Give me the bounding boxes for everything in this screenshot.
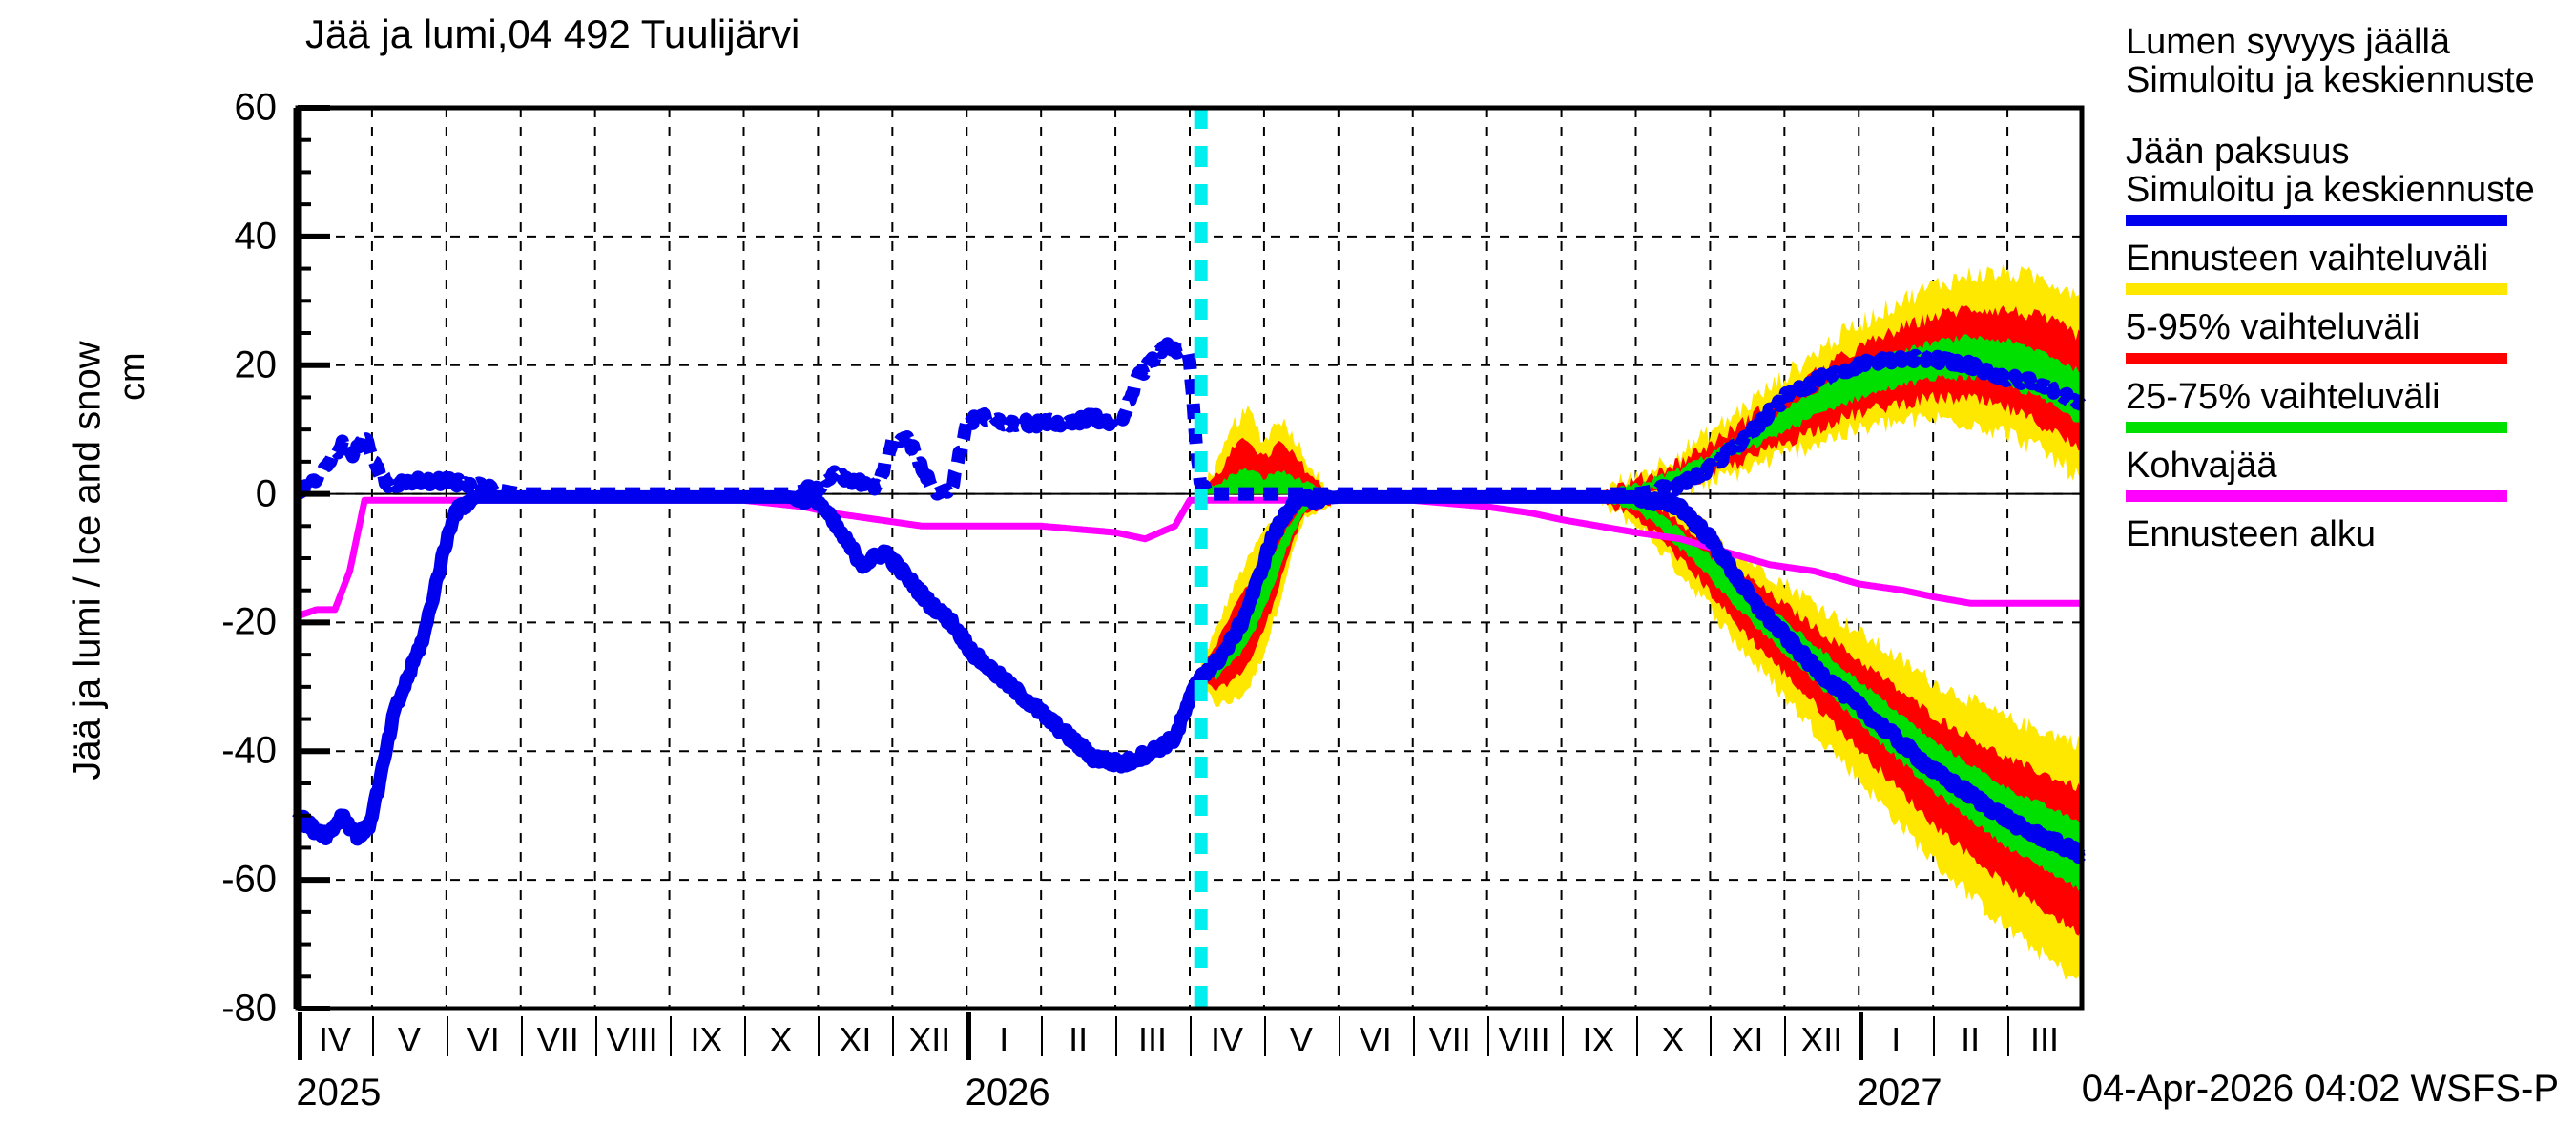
x-tick-month: III (1138, 1020, 1168, 1059)
legend-label: Simuloitu ja keskiennuste (2126, 169, 2535, 210)
x-tick-separator (743, 1016, 746, 1056)
x-tick-month: XI (1731, 1020, 1764, 1059)
x-year-separator (298, 1012, 302, 1060)
legend-swatch-slush-ice (2126, 490, 2507, 503)
legend-label: 5-95% vaihteluväli (2126, 307, 2420, 348)
x-tick-separator (1561, 1016, 1564, 1056)
x-tick-month: VI (1359, 1020, 1392, 1059)
legend-item-ice-thickness: Jään paksuus Simuloitu ja keskiennuste (2126, 131, 2574, 227)
legend-swatch-snow-depth-on-ice (2126, 106, 2507, 119)
legend-swatch-range-25-75 (2126, 421, 2507, 433)
legend-label: Kohvajää (2126, 445, 2277, 486)
x-tick-month: X (769, 1020, 793, 1059)
x-tick-month: XI (839, 1020, 872, 1059)
x-year-separator (1859, 1012, 1864, 1060)
x-tick-month: IX (690, 1020, 723, 1059)
x-tick-separator (1412, 1016, 1415, 1056)
series-ice-thickness (292, 489, 2088, 864)
band-5-95-ice-b (1602, 494, 2082, 936)
x-tick-month: X (1661, 1020, 1685, 1059)
legend-label: Jään paksuus (2126, 131, 2350, 172)
x-tick-separator (1263, 1016, 1266, 1056)
legend-item-range-5-95: 5-95% vaihteluväli (2126, 308, 2574, 364)
x-tick-month: IV (318, 1020, 351, 1059)
x-tick-year: 2027 (1857, 1072, 1942, 1114)
legend-item-forecast-range: Ennusteen vaihteluväli (2126, 239, 2574, 296)
legend-swatch-forecast-start (2126, 559, 2507, 572)
legend-swatch-forecast-range (2126, 283, 2507, 296)
x-tick-separator (594, 1016, 597, 1056)
x-tick-month: III (2030, 1020, 2060, 1059)
band-minmax-ice-b (1602, 491, 2082, 989)
legend-item-slush-ice: Kohvajää (2126, 445, 2574, 503)
x-tick-separator (1190, 1016, 1192, 1056)
y-tick-label: -40 (221, 729, 277, 772)
legend-swatch-ice-thickness (2126, 215, 2507, 227)
x-year-separator (966, 1012, 972, 1060)
x-tick-separator (1486, 1016, 1489, 1056)
x-tick-month: IV (1210, 1020, 1243, 1059)
legend-swatch-range-5-95 (2126, 352, 2507, 364)
legend-item-snow-depth-on-ice: Lumen syvyys jäällä Simuloitu ja keskienn… (2126, 23, 2574, 119)
legend: Lumen syvyys jäällä Simuloitu ja keskienn… (2126, 23, 2574, 586)
y-tick-label: 0 (255, 472, 277, 515)
x-tick-month: VIII (606, 1020, 658, 1059)
x-tick-separator (1635, 1016, 1638, 1056)
x-tick-separator (1710, 1016, 1713, 1056)
y-tick-label: 40 (234, 215, 278, 258)
x-tick-separator (892, 1016, 895, 1056)
y-tick-label: -60 (221, 858, 277, 901)
x-tick-month: VI (467, 1020, 500, 1059)
x-tick-month: V (1289, 1020, 1313, 1059)
footer-timestamp: 04-Apr-2026 04:02 WSFS-P (2081, 1068, 2559, 1110)
x-tick-separator (520, 1016, 523, 1056)
plot-area (292, 105, 2088, 1011)
x-tick-separator (2007, 1016, 2010, 1056)
x-tick-separator (1115, 1016, 1118, 1056)
x-tick-month: II (1961, 1020, 1981, 1059)
x-tick-separator (1338, 1016, 1340, 1056)
x-tick-separator (669, 1016, 672, 1056)
x-tick-separator (446, 1016, 448, 1056)
x-tick-month: II (1069, 1020, 1089, 1059)
legend-label: Ennusteen alku (2126, 514, 2376, 555)
x-tick-month: I (1891, 1020, 1901, 1059)
x-tick-month: VIII (1498, 1020, 1550, 1059)
legend-label: Lumen syvyys jäällä (2126, 22, 2451, 62)
legend-label: Ennusteen vaihteluväli (2126, 239, 2489, 280)
y-tick-label: 20 (234, 344, 278, 386)
x-tick-month: VII (536, 1020, 579, 1059)
x-tick-month: V (397, 1020, 421, 1059)
y-tick-label: -80 (221, 987, 277, 1030)
x-tick-month: I (999, 1020, 1009, 1059)
x-tick-separator (1933, 1016, 1936, 1056)
legend-item-forecast-start: Ennusteen alku (2126, 515, 2574, 572)
y-tick-label: 60 (234, 86, 278, 129)
x-tick-month: VII (1428, 1020, 1471, 1059)
x-tick-separator (818, 1016, 821, 1056)
x-tick-month: IX (1582, 1020, 1615, 1059)
x-tick-year: 2025 (296, 1072, 382, 1114)
legend-item-range-25-75: 25-75% vaihteluväli (2126, 376, 2574, 433)
series-snow-depth (292, 337, 2088, 501)
legend-label: 25-75% vaihteluväli (2126, 376, 2441, 417)
y-tick-label: -20 (221, 600, 277, 643)
legend-label: Simuloitu ja keskiennuste (2126, 60, 2535, 101)
chart-canvas (292, 105, 2088, 1011)
x-tick-month: XII (908, 1020, 951, 1059)
x-tick-separator (1041, 1016, 1044, 1056)
x-tick-separator (1784, 1016, 1787, 1056)
chart-title: Jää ja lumi,04 492 Tuulijärvi (305, 11, 800, 56)
x-tick-month: XII (1800, 1020, 1843, 1059)
x-tick-separator (371, 1016, 374, 1056)
x-tick-year: 2026 (965, 1072, 1050, 1114)
